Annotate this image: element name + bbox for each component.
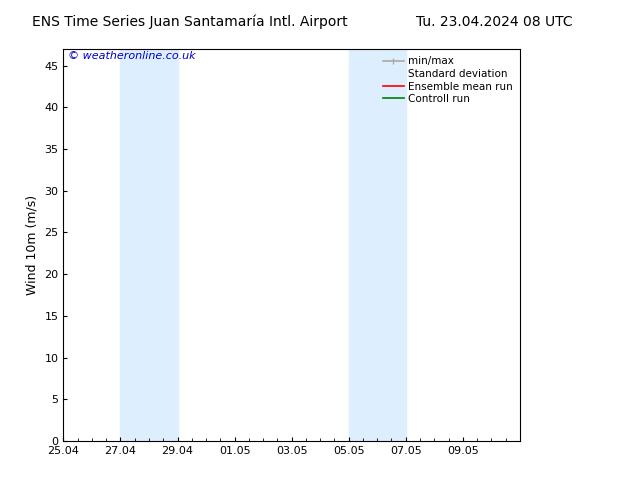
Text: ENS Time Series Juan Santamaría Intl. Airport: ENS Time Series Juan Santamaría Intl. Ai…: [32, 15, 348, 29]
Text: © weatheronline.co.uk: © weatheronline.co.uk: [68, 51, 196, 61]
Legend: min/max, Standard deviation, Ensemble mean run, Controll run: min/max, Standard deviation, Ensemble me…: [381, 54, 515, 106]
Bar: [120, 49, 178, 441]
Text: Tu. 23.04.2024 08 UTC: Tu. 23.04.2024 08 UTC: [416, 15, 573, 29]
Y-axis label: Wind 10m (m/s): Wind 10m (m/s): [26, 195, 39, 295]
Bar: [349, 49, 406, 441]
